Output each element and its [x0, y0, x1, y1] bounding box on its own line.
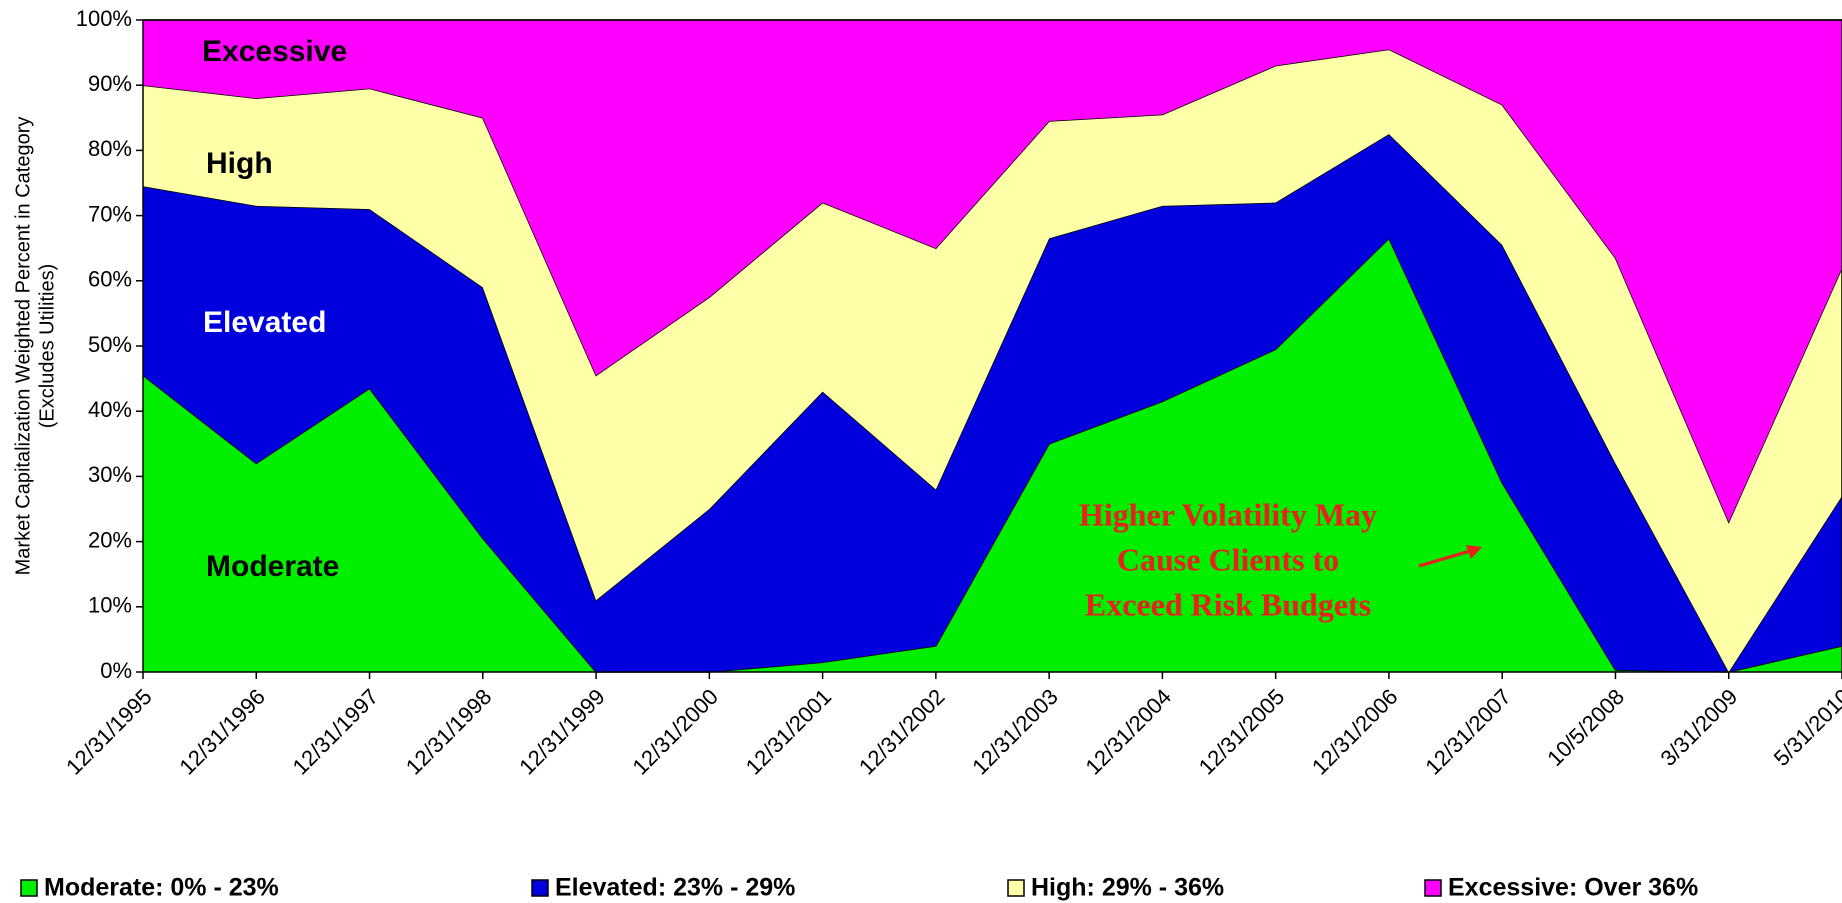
- legend-label: Excessive: Over 36%: [1448, 874, 1698, 902]
- legend-swatch: [20, 879, 38, 897]
- y-tick-label: 80%: [88, 136, 132, 161]
- area-label: Excessive: [202, 35, 347, 68]
- callout-text: Exceed Risk Budgets: [1085, 586, 1371, 622]
- area-label: High: [206, 147, 273, 180]
- y-axis-label: Market Capitalization Weighted Percent i…: [12, 117, 34, 576]
- legend-swatch: [1424, 879, 1442, 897]
- legend-label: High: 29% - 36%: [1031, 874, 1224, 902]
- x-tick-label: 12/31/2007: [1420, 684, 1516, 780]
- y-tick-label: 90%: [88, 71, 132, 96]
- x-tick-label: 12/31/2004: [1081, 684, 1177, 780]
- y-tick-label: 30%: [88, 462, 132, 487]
- x-tick-label: 12/31/1999: [514, 684, 610, 780]
- x-tick-label: 5/31/2010: [1769, 684, 1842, 771]
- x-tick-label: 12/31/2000: [627, 684, 723, 780]
- callout-arrowhead: [1466, 545, 1482, 559]
- x-tick-label: 12/31/2001: [741, 684, 837, 780]
- x-tick-label: 12/31/2005: [1194, 684, 1290, 780]
- y-tick-label: 60%: [88, 267, 132, 292]
- y-tick-label: 70%: [88, 201, 132, 226]
- x-tick-label: 10/5/2008: [1542, 684, 1629, 771]
- x-tick-label: 12/31/2006: [1307, 684, 1403, 780]
- callout-text: Higher Volatility May: [1079, 496, 1377, 532]
- area: [143, 49, 1842, 672]
- x-tick-label: 12/31/1995: [61, 684, 157, 780]
- x-tick-label: 12/31/2002: [854, 684, 950, 780]
- y-axis-label: (Excludes Utilities): [36, 264, 58, 428]
- y-tick-label: 100%: [76, 6, 132, 31]
- legend-label: Elevated: 23% - 29%: [555, 874, 795, 902]
- x-tick-label: 12/31/1998: [401, 684, 497, 780]
- legend-label: Moderate: 0% - 23%: [44, 874, 279, 902]
- area-label: Moderate: [206, 550, 339, 583]
- area-label: Elevated: [203, 306, 326, 339]
- x-tick-label: 12/31/1996: [174, 684, 270, 780]
- x-tick-label: 12/31/1997: [288, 684, 384, 780]
- area: [143, 134, 1842, 673]
- x-tick-label: 12/31/2003: [967, 684, 1063, 780]
- y-tick-label: 0%: [100, 658, 132, 683]
- y-tick-label: 10%: [88, 593, 132, 618]
- legend-swatch: [1007, 879, 1025, 897]
- callout-text: Cause Clients to: [1117, 541, 1339, 577]
- legend-swatch: [531, 879, 549, 897]
- callout-arrow: [1418, 549, 1471, 568]
- area: [143, 20, 1842, 523]
- y-tick-label: 40%: [88, 397, 132, 422]
- x-tick-label: 3/31/2009: [1655, 684, 1742, 771]
- area: [143, 238, 1842, 673]
- y-tick-label: 50%: [88, 332, 132, 357]
- y-tick-label: 20%: [88, 527, 132, 552]
